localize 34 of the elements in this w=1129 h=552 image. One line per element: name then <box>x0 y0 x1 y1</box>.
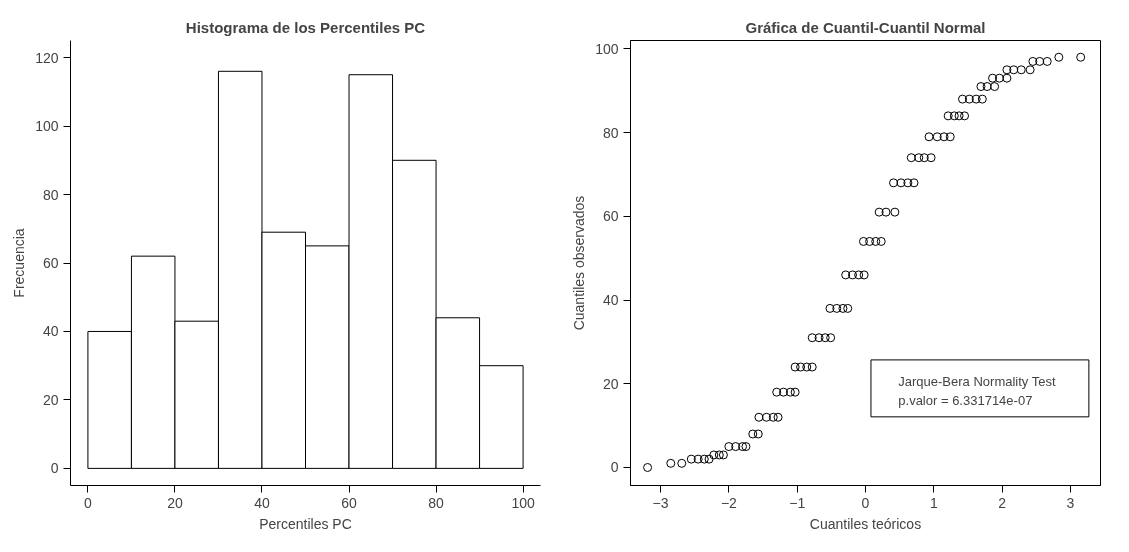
y-tick-label: 100 <box>35 118 59 135</box>
x-tick-label: 80 <box>428 494 445 511</box>
y-tick-label: 20 <box>602 375 619 392</box>
x-tick-label: 60 <box>341 494 358 511</box>
x-tick-label: 100 <box>511 494 535 511</box>
y-tick-label: 40 <box>42 323 59 340</box>
y-tick-label: 20 <box>42 391 59 408</box>
x-tick-label: 20 <box>167 494 183 511</box>
annotation: Jarque-Bera Normality Test <box>898 373 1056 389</box>
y-tick-label: 0 <box>50 460 59 477</box>
x-tick-label: 3 <box>1066 494 1075 511</box>
chart-title: Histograma de los Percentiles PC <box>185 18 426 36</box>
x-tick-label: 0 <box>861 494 870 511</box>
y-tick-label: 80 <box>42 186 59 203</box>
x-tick-label: 40 <box>254 494 270 511</box>
y-tick-label: 60 <box>602 208 619 225</box>
y-axis-title: Cuantiles observados <box>571 195 588 331</box>
x-tick-label: 0 <box>84 494 93 511</box>
x-axis-title: Percentiles PC <box>259 515 352 532</box>
y-tick-label: 40 <box>602 292 619 309</box>
x-tick-label: 2 <box>998 494 1007 511</box>
x-tick-label: −3 <box>652 494 669 511</box>
x-axis-title: Cuantiles teóricos <box>809 515 922 532</box>
y-tick-label: 120 <box>35 49 59 66</box>
x-tick-label: −2 <box>720 494 738 511</box>
x-tick-label: 1 <box>929 494 938 511</box>
y-tick-label: 100 <box>595 40 619 57</box>
y-tick-label: 80 <box>602 124 619 141</box>
chart-title: Gráfica de Cuantil-Cuantil Normal <box>745 18 986 36</box>
y-axis-title: Frecuencia <box>11 228 28 298</box>
y-tick-label: 60 <box>42 255 59 271</box>
x-tick-label: −1 <box>789 494 806 511</box>
y-tick-label: 0 <box>610 459 619 476</box>
annotation: p.valor = 6.331714e-07 <box>898 392 1033 408</box>
